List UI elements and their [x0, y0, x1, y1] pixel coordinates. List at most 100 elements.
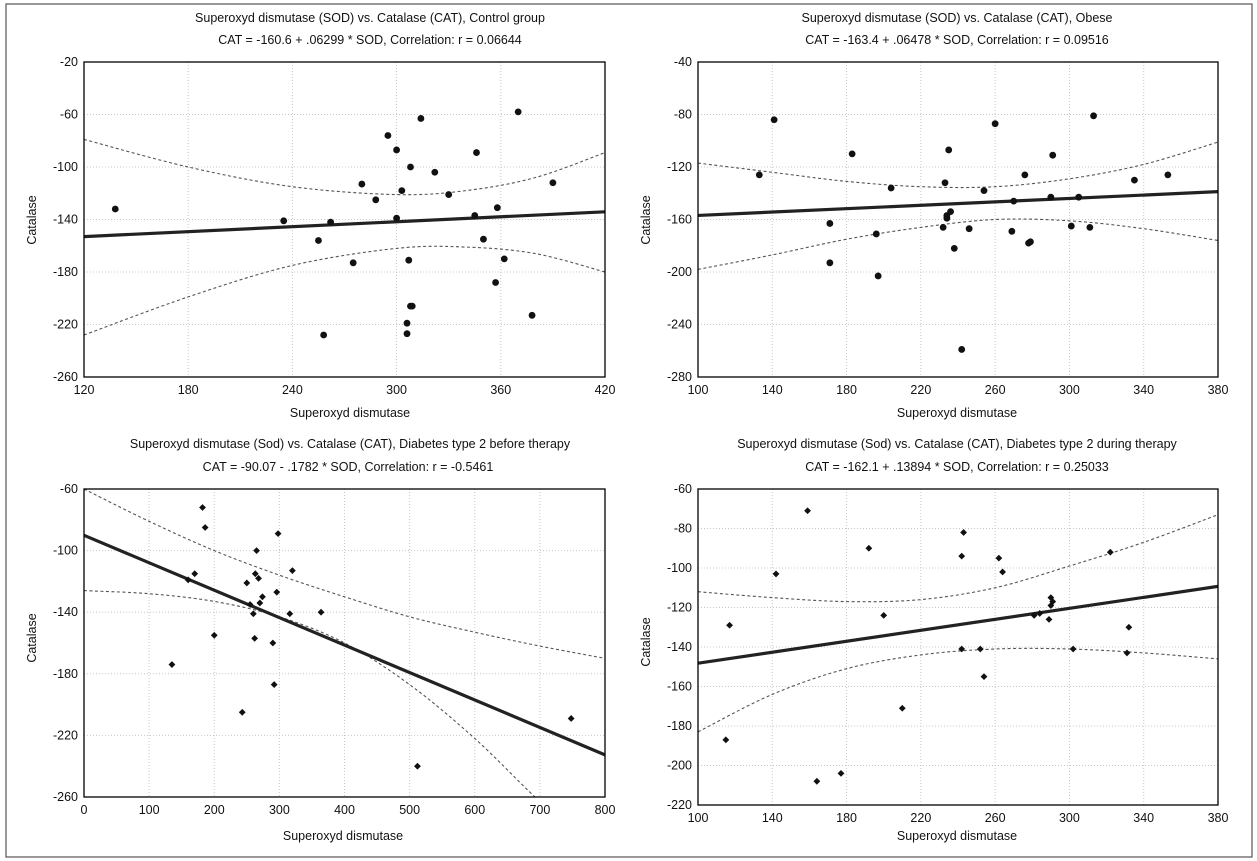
y-tick-label: -180	[53, 667, 78, 681]
plot-area: 100 140 180 220 260 300 340 380 -60 -80 -100 -120 -1…	[667, 482, 1229, 825]
data-point	[1123, 649, 1131, 657]
data-point	[1021, 171, 1029, 179]
data-point	[958, 346, 966, 353]
data-point	[349, 259, 357, 267]
data-point	[191, 570, 199, 578]
data-point	[398, 187, 406, 195]
plot-frame	[697, 61, 1219, 378]
data-point	[874, 272, 882, 280]
figure-border	[5, 3, 1253, 858]
x-tick-label: 140	[762, 383, 783, 397]
confidence-band-upper	[84, 138, 605, 196]
data-point	[976, 645, 984, 653]
x-tick-label: 300	[1059, 811, 1080, 825]
data-point	[722, 736, 730, 744]
chart-title: Superoxyd dismutase (Sod) vs. Catalase (…	[130, 437, 571, 451]
data-point	[991, 120, 999, 128]
y-tick-label: -60	[60, 482, 78, 496]
data-point	[327, 218, 335, 226]
x-tick-label: 340	[1133, 811, 1154, 825]
y-tick-label: -100	[53, 544, 78, 558]
data-point	[393, 146, 400, 154]
chart-subtitle: CAT = -90.07 - .1782 * SOD, Correlation:…	[203, 460, 494, 474]
data-point	[445, 191, 453, 198]
x-tick-label: 260	[985, 811, 1006, 825]
regression-line	[698, 584, 1218, 665]
x-axis-label: Superoxyd dismutase	[283, 829, 403, 843]
data-point	[249, 610, 257, 618]
data-point	[431, 168, 439, 176]
data-point	[358, 180, 366, 188]
x-tick-label: 300	[1059, 383, 1080, 397]
y-tick-label: -200	[667, 265, 692, 279]
y-tick-label: -260	[53, 790, 78, 804]
x-tick-label: 800	[595, 803, 616, 817]
y-axis-label: Catalase	[25, 195, 39, 244]
data-point	[1027, 238, 1034, 246]
x-tick-label: 220	[910, 811, 931, 825]
data-point	[965, 225, 973, 233]
data-point	[1047, 193, 1055, 201]
plot-area: 0 100 200 300 400 500 600 700 800 -60 -100 -140 -180…	[53, 482, 616, 817]
y-tick-label: -20	[60, 55, 78, 69]
y-axis-label: Catalase	[639, 617, 653, 666]
plot-frame	[83, 488, 606, 798]
data-point	[567, 715, 575, 722]
y-tick-label: -220	[53, 318, 78, 332]
x-tick-label: 100	[688, 383, 709, 397]
data-point	[253, 547, 260, 554]
data-point	[880, 612, 888, 619]
confidence-band-lower	[84, 245, 605, 336]
y-tick-label: -120	[667, 160, 692, 174]
data-point	[480, 235, 487, 243]
y-tick-label: -160	[667, 213, 692, 227]
x-tick-label: 380	[1208, 811, 1229, 825]
data-point	[1106, 548, 1114, 556]
x-tick-label: 340	[1133, 383, 1154, 397]
data-point	[407, 163, 414, 171]
y-tick-label: -140	[53, 605, 78, 619]
x-tick-label: 600	[464, 803, 485, 817]
data-point	[1045, 615, 1053, 623]
y-tick-label: -180	[667, 719, 692, 733]
plot-frame	[83, 61, 606, 378]
chart-subtitle: CAT = -162.1 + .13894 * SOD, Correlation…	[805, 460, 1109, 474]
y-tick-label: -140	[53, 213, 78, 227]
data-point	[251, 570, 259, 578]
x-tick-label: 140	[762, 811, 783, 825]
scatter-panel-diabetes-during: Superoxyd dismutase (Sod) vs. Catalase (…	[639, 437, 1228, 843]
data-point	[372, 196, 380, 204]
data-point	[210, 631, 218, 639]
data-point	[887, 184, 895, 192]
chart-title: Superoxyd dismutase (SOD) vs. Catalase (…	[802, 11, 1113, 25]
plot-frame	[697, 488, 1219, 806]
chart-subtitle: CAT = -163.4 + .06478 * SOD, Correlation…	[805, 33, 1109, 47]
y-axis-label: Catalase	[639, 195, 653, 244]
data-point	[726, 621, 733, 629]
y-axis-label: Catalase	[25, 613, 39, 662]
data-point	[471, 212, 479, 219]
data-point	[393, 214, 400, 222]
y-tick-label: -180	[53, 265, 78, 279]
data-point	[960, 529, 967, 536]
plot-area: 100 140 180 220 260 300 340 380 -40 -80 -120 -160 -2…	[667, 55, 1229, 397]
y-tick-label: -160	[667, 680, 692, 694]
regression-line	[84, 533, 605, 757]
x-tick-label: 240	[282, 383, 303, 397]
x-tick-label: 380	[1208, 383, 1229, 397]
x-tick-label: 360	[490, 383, 511, 397]
data-point	[945, 146, 953, 154]
data-point	[958, 645, 966, 653]
data-point	[772, 570, 780, 578]
y-tick-label: -100	[667, 561, 692, 575]
data-point	[168, 661, 176, 668]
data-point	[405, 256, 413, 264]
data-point	[826, 259, 834, 267]
y-tick-label: -60	[674, 482, 692, 496]
x-tick-label: 220	[910, 383, 931, 397]
data-point	[1008, 227, 1016, 235]
y-tick-label: -140	[667, 640, 692, 654]
x-tick-label: 400	[334, 803, 355, 817]
data-point	[199, 504, 206, 511]
